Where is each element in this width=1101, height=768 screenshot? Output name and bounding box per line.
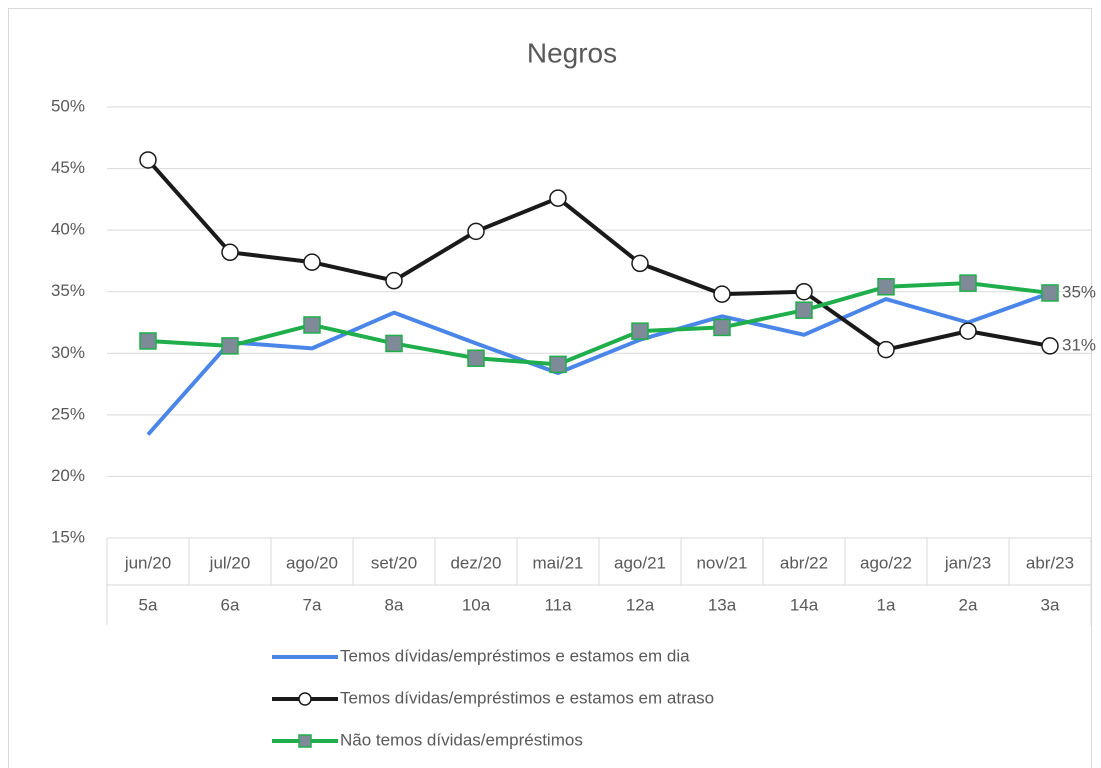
- point-marker: [713, 318, 731, 337]
- point-marker: [385, 334, 403, 353]
- x-tick-label: jan/23: [944, 553, 991, 572]
- point-marker: [877, 278, 895, 296]
- point-marker: [549, 189, 567, 207]
- y-tick-label: 35%: [51, 281, 85, 300]
- point-marker: [221, 337, 239, 355]
- x-round-label: 6a: [221, 595, 240, 614]
- y-tick-label: 45%: [51, 158, 85, 177]
- x-tick-label: abr/23: [1026, 553, 1074, 572]
- point-marker: [631, 254, 649, 273]
- point-marker: [221, 243, 239, 262]
- x-tick-label: jun/20: [124, 553, 171, 572]
- series-line: [146, 291, 1051, 436]
- point-marker: [631, 322, 649, 340]
- y-tick-label: 15%: [51, 527, 85, 546]
- point-marker: [1041, 284, 1059, 302]
- x-round-label: 11a: [544, 595, 572, 614]
- x-tick-label: ago/21: [614, 553, 666, 572]
- series-line: [147, 281, 1051, 367]
- x-round-label: 10a: [462, 595, 491, 614]
- series-line: [146, 158, 1051, 352]
- y-tick-label: 50%: [51, 96, 85, 115]
- point-marker: [303, 316, 321, 334]
- point-marker: [467, 349, 485, 367]
- point-marker: [795, 301, 813, 319]
- point-marker: [959, 274, 977, 292]
- x-round-label: 14a: [790, 595, 819, 614]
- x-tick-label: abr/22: [780, 553, 828, 572]
- point-marker: [959, 322, 977, 340]
- y-tick-label: 30%: [51, 343, 85, 362]
- x-round-label: 2a: [959, 595, 978, 614]
- legend-marker: [298, 734, 312, 748]
- y-tick-label: 40%: [51, 220, 85, 239]
- x-tick-label: jul/20: [209, 553, 251, 572]
- point-marker: [385, 271, 403, 290]
- x-round-label: 5a: [139, 595, 158, 614]
- y-tick-label: 20%: [51, 466, 85, 485]
- x-tick-label: set/20: [371, 553, 417, 572]
- point-marker: [713, 285, 731, 303]
- point-marker: [795, 282, 813, 301]
- x-tick-label: ago/22: [860, 553, 912, 572]
- x-round-label: 13a: [708, 595, 737, 614]
- x-tick-label: dez/20: [450, 553, 501, 572]
- point-marker: [139, 332, 157, 350]
- x-round-label: 7a: [303, 595, 322, 614]
- point-marker: [1041, 337, 1059, 355]
- point-marker: [303, 253, 321, 271]
- legend-label: Temos dívidas/empréstimos e estamos em d…: [340, 646, 690, 665]
- legend-marker: [298, 692, 312, 706]
- x-tick-label: ago/20: [286, 553, 338, 572]
- legend-label: Temos dívidas/empréstimos e estamos em a…: [340, 688, 714, 707]
- y-tick-label: 25%: [51, 404, 85, 423]
- x-round-label: 1a: [877, 595, 896, 614]
- point-marker: [877, 340, 895, 359]
- x-round-label: 3a: [1041, 595, 1060, 614]
- legend-label: Não temos dívidas/empréstimos: [340, 730, 583, 749]
- chart-title: Negros: [527, 37, 617, 68]
- point-marker: [549, 355, 567, 374]
- x-round-label: 8a: [385, 595, 404, 614]
- x-tick-label: mai/21: [532, 553, 583, 572]
- data-label: 35%: [1062, 282, 1096, 301]
- point-marker: [467, 222, 485, 241]
- point-marker: [139, 151, 157, 169]
- data-label: 31%: [1062, 335, 1096, 354]
- x-tick-label: nov/21: [696, 553, 747, 572]
- x-round-label: 12a: [626, 595, 655, 614]
